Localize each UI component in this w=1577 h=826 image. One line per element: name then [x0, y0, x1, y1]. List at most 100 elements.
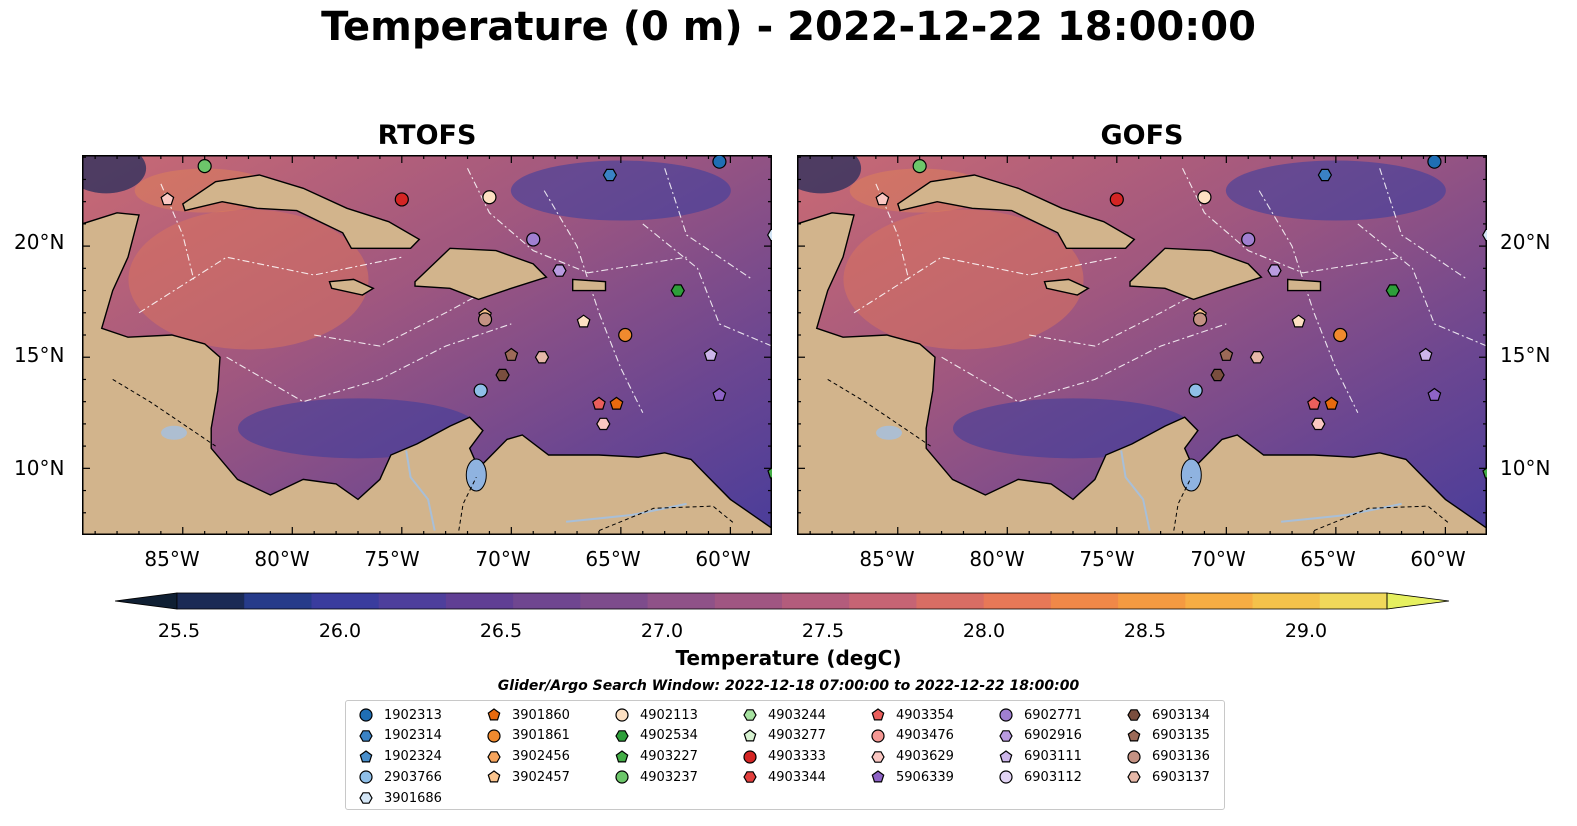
legend: 1902313 1902314 1902324 2903766 3901686 39018… [345, 700, 1225, 810]
float-marker [767, 228, 772, 242]
legend-item: 4903277 [742, 726, 826, 746]
legend-item-label: 6902771 [1024, 707, 1082, 723]
legend-marker [359, 792, 373, 804]
legend-item: 4903629 [870, 747, 954, 767]
lon-label-75w: 75°W [364, 547, 420, 571]
map-rtofs [82, 155, 772, 535]
float-marker [1311, 417, 1326, 431]
colorbar-tick-label: 29.0 [1284, 620, 1328, 642]
legend-marker-icon [359, 749, 373, 763]
map-gofs [797, 155, 1487, 535]
lon-label-80w: 80°W [254, 547, 310, 571]
legend-item-label: 4903244 [768, 707, 826, 723]
colorbar-tick-label: 26.5 [479, 620, 523, 642]
float-marker [1317, 168, 1333, 182]
colorbar-label: Temperature (degC) [675, 646, 902, 670]
legend-marker [999, 729, 1013, 742]
float-marker [596, 417, 611, 431]
float-marker [1418, 347, 1433, 361]
legend-marker-icon [999, 708, 1013, 722]
float-marker [912, 159, 927, 174]
legend-marker [743, 709, 757, 721]
float-marker [609, 396, 624, 410]
float-marker [1188, 383, 1203, 398]
map-panel-gofs [797, 155, 1487, 535]
legend-marker [487, 770, 501, 783]
lon-label-85w: 85°W [859, 547, 915, 571]
legend-marker-icon [743, 749, 757, 764]
legend-item-label: 6903112 [1024, 769, 1082, 785]
legend-item: 4902113 [614, 705, 698, 725]
legend-item-label: 4903354 [896, 707, 954, 723]
legend-marker [359, 708, 373, 722]
float-marker [394, 192, 409, 207]
legend-item-label: 4903476 [896, 728, 954, 744]
legend-item-label: 6903135 [1152, 728, 1210, 744]
float-marker [1427, 155, 1442, 169]
legend-item-label: 3901686 [384, 790, 442, 806]
float-marker [1291, 314, 1306, 328]
legend-item-label: 3901860 [512, 707, 570, 723]
float-marker [1267, 264, 1282, 277]
float-marker [477, 312, 493, 327]
legend-marker [871, 729, 885, 743]
legend-marker [743, 771, 757, 784]
legend-item: 6903135 [1126, 726, 1210, 746]
float-marker [712, 155, 727, 169]
figure-title: Temperature (0 m) - 2022-12-22 18:00:00 [321, 4, 1256, 50]
legend-marker [487, 729, 501, 743]
legend-marker-icon [743, 771, 757, 784]
legend-marker [1127, 729, 1141, 742]
legend-marker-icon [487, 729, 501, 743]
legend-marker [487, 750, 501, 763]
lat-label-20n-left: 20°N [14, 230, 65, 254]
legend-item: 6903137 [1126, 767, 1210, 787]
legend-item-label: 4903227 [640, 749, 698, 765]
float-marker [1192, 312, 1208, 327]
legend-marker-icon [999, 770, 1013, 784]
legend-marker-icon [871, 708, 885, 721]
legend-item: 1902313 [358, 705, 442, 725]
legend-item: 3901686 [358, 788, 442, 808]
legend-item: 6903134 [1126, 705, 1210, 725]
legend-item-label: 6903137 [1152, 769, 1210, 785]
float-marker [1249, 351, 1265, 364]
legend-marker [487, 708, 501, 721]
legend-item-label: 4903344 [768, 769, 826, 785]
float-marker [1210, 368, 1225, 382]
legend-marker [615, 770, 629, 784]
lon-label-65w: 65°W [585, 547, 641, 571]
float-marker [552, 264, 567, 277]
float-marker [495, 368, 510, 382]
float-marker [482, 190, 497, 205]
legend-item-label: 4903237 [640, 769, 698, 785]
legend-marker-icon [1127, 771, 1141, 784]
lon-label-70w: 70°W [1190, 547, 1246, 571]
lat-label-10n-right: 10°N [1500, 456, 1551, 480]
legend-marker-icon [615, 729, 629, 742]
legend-item: 4903237 [614, 767, 698, 787]
legend-item-label: 3902456 [512, 749, 570, 765]
lon-label-65w: 65°W [1300, 547, 1356, 571]
legend-marker [743, 749, 757, 764]
float-marker [1241, 232, 1256, 247]
legend-marker [359, 770, 373, 784]
legend-marker-icon [487, 750, 501, 763]
float-marker [1333, 327, 1348, 343]
legend-item: 5906339 [870, 767, 954, 787]
legend-item-label: 3901861 [512, 728, 570, 744]
legend-marker [871, 750, 885, 763]
legend-item: 4902534 [614, 726, 698, 746]
float-marker [473, 383, 488, 398]
legend-item: 4903244 [742, 705, 826, 725]
lat-label-20n-right: 20°N [1500, 230, 1551, 254]
legend-marker [999, 749, 1013, 763]
legend-marker-icon [1127, 749, 1141, 764]
legend-marker-icon [615, 708, 629, 722]
legend-marker-icon [743, 709, 757, 721]
legend-marker-icon [615, 770, 629, 784]
legend-item: 3901860 [486, 705, 570, 725]
legend-marker [871, 708, 885, 721]
legend-item-label: 4903629 [896, 749, 954, 765]
float-marker [1385, 284, 1400, 297]
